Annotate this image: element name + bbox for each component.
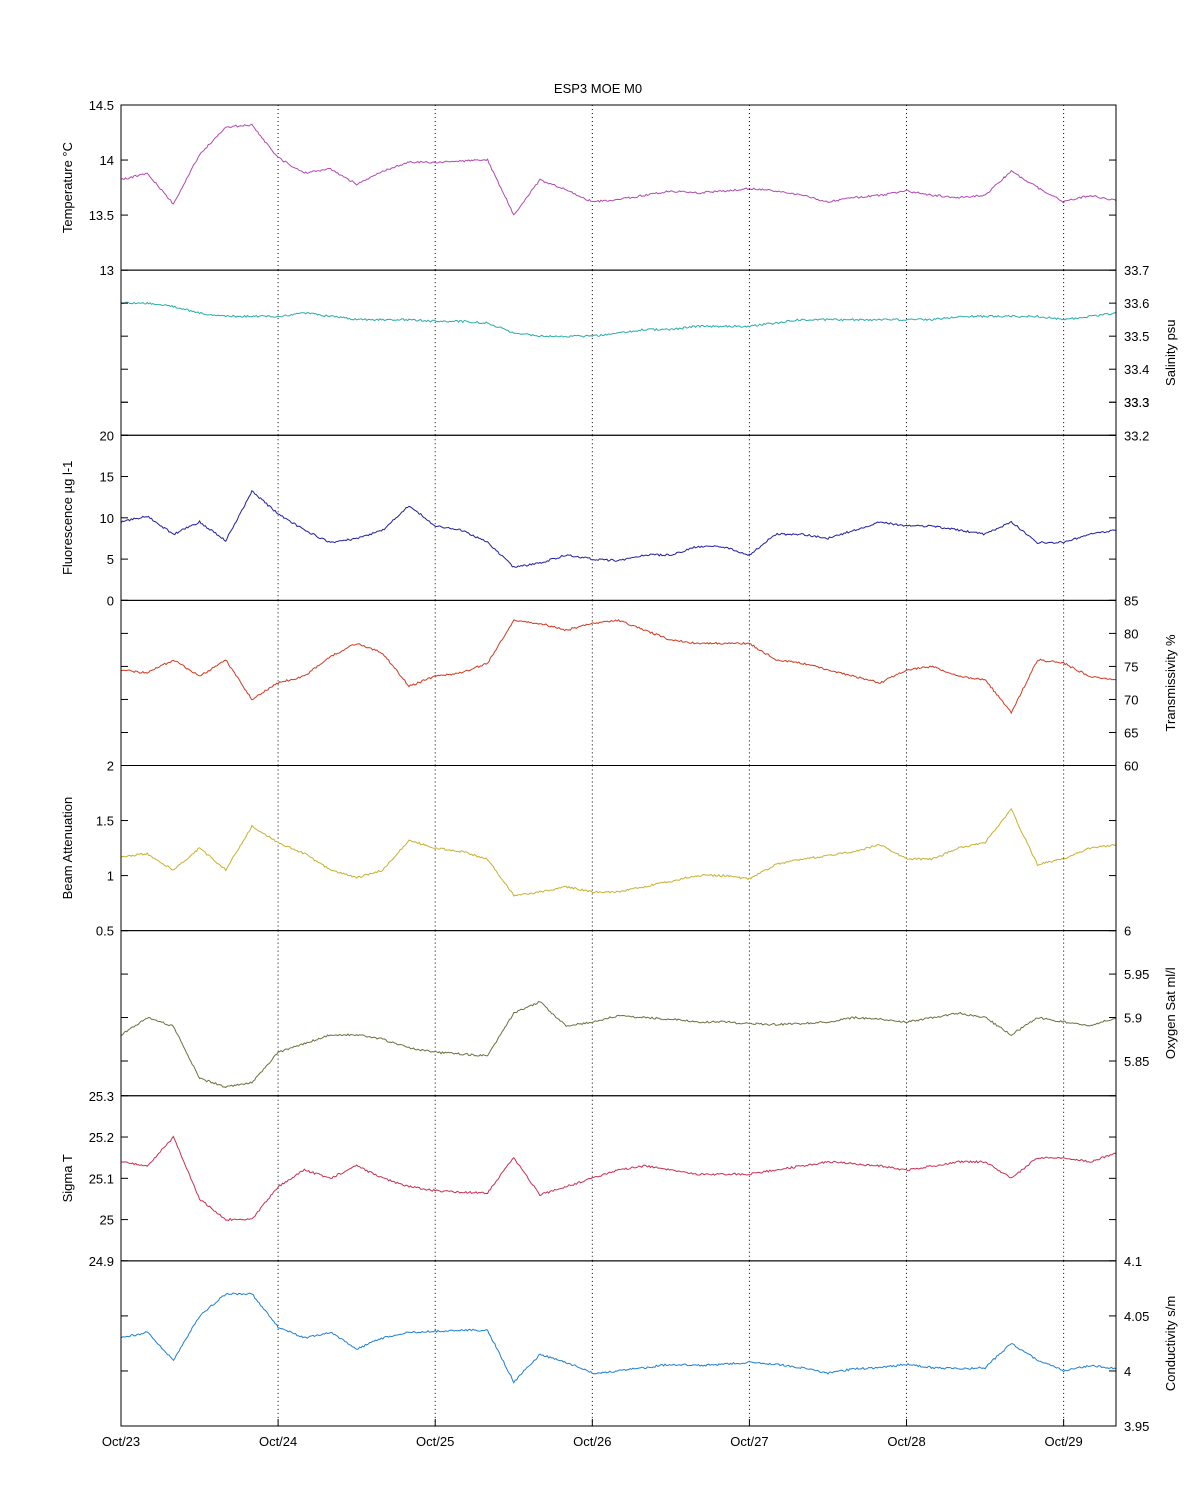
ytick-label-8-2: 4.05: [1124, 1309, 1149, 1324]
ytick-label-6-0: 5.85: [1124, 1054, 1149, 1069]
xtick-label-5: Oct/28: [887, 1434, 925, 1449]
xtick-label-1: Oct/24: [259, 1434, 297, 1449]
ylabel-6: Oxygen Sat ml/l: [1163, 967, 1178, 1059]
ytick-label-6-2: 5.95: [1124, 967, 1149, 982]
xtick-label-6: Oct/29: [1044, 1434, 1082, 1449]
xtick-label-3: Oct/26: [573, 1434, 611, 1449]
ytick-label-5-3: 2: [107, 759, 114, 774]
ytick-label-2-0: 33.2: [1124, 428, 1149, 443]
ytick-label-2-4: 33.5: [1124, 329, 1149, 344]
panel-frame-6: [120, 930, 1117, 1097]
xtick-label-2: Oct/25: [416, 1434, 454, 1449]
series-line-7: [120, 1135, 1117, 1222]
ytick-label-5-1: 1: [107, 869, 114, 884]
panel-frame-5: [120, 765, 1117, 932]
panel-3: 0 5 10 15 20 Fluorescence µg l-1: [60, 428, 1117, 608]
ytick-label-3-2: 10: [100, 511, 114, 526]
ylabel-2: Salinity psu: [1163, 319, 1178, 385]
ytick-label-3-1: 5: [107, 552, 114, 567]
panel-frame-1: [120, 104, 1117, 271]
ytick-label-6-3: 6: [1124, 924, 1131, 939]
ytick-label-2-5: 33.6: [1124, 296, 1149, 311]
ytick-label-4-5: 85: [1124, 593, 1138, 608]
ytick-label-3-4: 20: [100, 428, 114, 443]
ytick-label-3-0: 0: [107, 593, 114, 608]
ylabel-8: Conductivity s/m: [1163, 1296, 1178, 1391]
ylabel-3: Fluorescence µg l-1: [60, 461, 75, 575]
ytick-label-7-2: 25.1: [89, 1171, 114, 1186]
panel-frame-3: [120, 434, 1117, 601]
ytick-label-7-1: 25: [100, 1213, 114, 1228]
ytick-label-1-2: 14: [100, 153, 114, 168]
ytick-label-1-3: 14.5: [89, 98, 114, 113]
ytick-label-4-2: 70: [1124, 692, 1138, 707]
panel-1: 13 13.5 14 14.5 Temperature °C: [60, 98, 1117, 278]
xtick-label-0: Oct/23: [102, 1434, 140, 1449]
panel-6: 5.85 5.9 5.95 6 Oxygen Sat ml/l: [120, 924, 1178, 1097]
series-line-8: [120, 1292, 1117, 1384]
ytick-label-2-1: 33.3: [1124, 395, 1149, 410]
ylabel-7: Sigma T: [60, 1154, 75, 1202]
panel-4: 60 65 70 75 80 85 Transmissivity %: [120, 593, 1178, 774]
ylabel-1: Temperature °C: [60, 142, 75, 233]
ytick-label-4-4: 80: [1124, 626, 1138, 641]
series-line-4: [120, 619, 1116, 715]
ytick-label-7-0: 24.9: [89, 1254, 114, 1269]
panel-frame-8: [120, 1260, 1117, 1427]
series-line-6: [120, 1001, 1117, 1089]
xtick-label-4: Oct/27: [730, 1434, 768, 1449]
ytick-label-6-1: 5.9: [1124, 1011, 1142, 1026]
ytick-label-8-3: 4.1: [1124, 1254, 1142, 1269]
ytick-label-8-1: 4: [1124, 1364, 1131, 1379]
x-axis: Oct/23 Oct/24 Oct/25 Oct/26 Oct/27 Oct/28 Oct/…: [102, 1419, 1083, 1449]
panel-frame-4: [120, 599, 1117, 766]
panel-7: 24.9 25 25.1 25.2 25.3 Sigma T: [60, 1089, 1117, 1269]
ytick-label-7-3: 25.2: [89, 1130, 114, 1145]
ytick-label-8-0: 3.95: [1124, 1419, 1149, 1434]
ytick-label-5-0: 0.5: [96, 924, 114, 939]
series-line-5: [120, 808, 1117, 897]
ytick-label-4-0: 60: [1124, 759, 1138, 774]
panel-frame-7: [120, 1095, 1117, 1262]
ytick-label-1-0: 13: [100, 263, 114, 278]
ytick-label-4-1: 65: [1124, 725, 1138, 740]
ytick-label-1-1: 13.5: [89, 208, 114, 223]
panel-8: 3.95 4 4.05 4.1 Conductivity s/m: [120, 1254, 1178, 1434]
ylabel-5: Beam Attenuation: [60, 797, 75, 900]
panel-frame-2: [120, 269, 1117, 436]
chart-title: ESP3 MOE M0: [554, 81, 642, 96]
ytick-label-2-6: 33.7: [1124, 263, 1149, 278]
series-line-3: [120, 490, 1116, 568]
ytick-label-5-2: 1.5: [96, 814, 114, 829]
ylabel-4: Transmissivity %: [1163, 634, 1178, 731]
series-line-1: [120, 123, 1117, 216]
ytick-label-7-4: 25.3: [89, 1089, 114, 1104]
ytick-label-2-2: 33.3: [1124, 395, 1149, 410]
series-line-2: [120, 301, 1117, 338]
ytick-label-4-3: 75: [1124, 659, 1138, 674]
ytick-label-3-3: 15: [100, 470, 114, 485]
ytick-label-2-3: 33.4: [1124, 362, 1149, 377]
panel-5: 0.5 1 1.5 2 Beam Attenuation: [60, 759, 1117, 939]
